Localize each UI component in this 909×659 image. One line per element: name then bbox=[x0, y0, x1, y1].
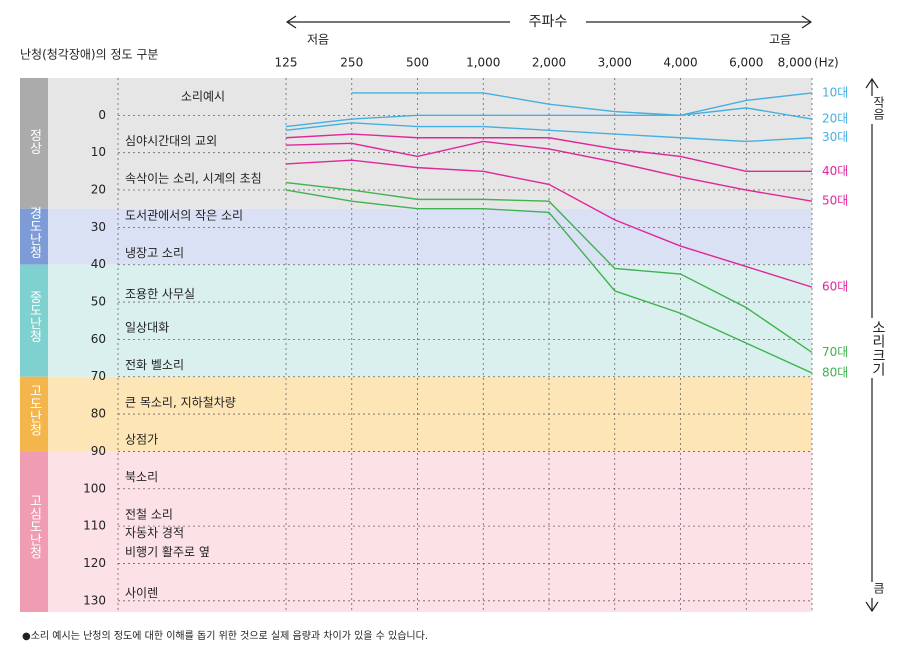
x-unit: (Hz) bbox=[814, 56, 839, 70]
y-bottom-label: 큼 bbox=[872, 582, 886, 594]
example-label: 도서관에서의 작은 소리 bbox=[125, 209, 243, 223]
series-line bbox=[285, 122, 813, 143]
example-label: 조용한 사무실 bbox=[125, 287, 195, 301]
x-low-label: 저음 bbox=[307, 33, 329, 47]
arrow-head bbox=[801, 15, 813, 29]
x-tick-label: 2,000 bbox=[532, 56, 566, 70]
legend-label: 60대 bbox=[822, 280, 848, 294]
y-side-label: 소리크기 bbox=[870, 320, 886, 376]
band bbox=[20, 451, 812, 612]
x-tick-label: 4,000 bbox=[663, 56, 697, 70]
arrow-head bbox=[865, 77, 879, 89]
x-tick-label: 125 bbox=[275, 56, 298, 70]
label-bg bbox=[862, 96, 884, 124]
y-tick-label: 40 bbox=[91, 257, 106, 271]
y-tick-label: 60 bbox=[91, 332, 106, 346]
y-tick-label: 110 bbox=[83, 519, 106, 533]
x-tick-label: 6,000 bbox=[729, 56, 763, 70]
y-tick-label: 50 bbox=[91, 295, 106, 309]
example-label: 전화 벨소리 bbox=[125, 358, 184, 372]
y-tick-label: 120 bbox=[83, 556, 106, 570]
example-label: 전철 소리 bbox=[125, 507, 173, 521]
band bbox=[20, 208, 812, 265]
y-tick-label: 10 bbox=[91, 145, 106, 159]
legend-label: 40대 bbox=[822, 164, 848, 178]
x-axis-label: 주파수 bbox=[529, 14, 568, 30]
chart-title: 난청(청각장애)의 정도 구분 bbox=[20, 48, 158, 62]
x-tick-label: 250 bbox=[340, 56, 363, 70]
example-label: 큰 목소리, 지하철차량 bbox=[125, 395, 236, 409]
legend-label: 20대 bbox=[822, 112, 848, 126]
band bbox=[20, 264, 812, 377]
y-top-label: 작음 bbox=[872, 96, 886, 120]
band bbox=[20, 78, 812, 209]
band-label-box bbox=[20, 208, 48, 265]
series-line bbox=[285, 133, 812, 173]
x-tick-label: 3,000 bbox=[598, 56, 632, 70]
footnote: ●소리 예시는 난청의 정도에 대한 이해를 돕기 위한 것으로 실제 음량과 … bbox=[22, 629, 428, 642]
example-label: 심야시간대의 교외 bbox=[125, 134, 217, 148]
band-label: 경도난청 bbox=[27, 207, 42, 259]
example-label: 상점가 bbox=[125, 433, 158, 447]
x-tick-label: 1,000 bbox=[466, 56, 500, 70]
example-label: 사이렌 bbox=[125, 586, 158, 600]
y-tick-label: 100 bbox=[83, 481, 106, 495]
example-label: 냉장고 소리 bbox=[125, 246, 184, 260]
band-label-box bbox=[20, 451, 48, 612]
y-tick-label: 80 bbox=[91, 407, 106, 421]
example-header: 소리예시 bbox=[181, 90, 225, 104]
y-tick-label: 0 bbox=[98, 108, 106, 122]
example-label: 비행기 활주로 옆 bbox=[125, 544, 210, 559]
arrow-head bbox=[285, 15, 297, 29]
band-label-box bbox=[20, 78, 48, 209]
x-high-label: 고음 bbox=[769, 33, 791, 47]
series-line bbox=[351, 92, 813, 117]
example-label: 일상대화 bbox=[125, 321, 169, 335]
label-bg bbox=[862, 582, 884, 598]
x-tick-label: 500 bbox=[406, 56, 429, 70]
y-tick-label: 30 bbox=[91, 220, 106, 234]
band-label: 고도난청 bbox=[27, 384, 42, 436]
band-label: 고심도난청 bbox=[27, 494, 42, 559]
example-label: 북소리 bbox=[125, 470, 158, 484]
x-tick-label: 8,000 bbox=[778, 56, 812, 70]
band-label-box bbox=[20, 264, 48, 377]
example-label: 자동차 경적 bbox=[125, 526, 184, 540]
legend-label: 80대 bbox=[822, 366, 848, 380]
y-tick-label: 20 bbox=[91, 183, 106, 197]
series-line bbox=[285, 181, 813, 354]
y-tick-label: 130 bbox=[83, 593, 106, 607]
series-line bbox=[285, 159, 813, 288]
band-label: 중도난청 bbox=[27, 291, 42, 343]
y-tick-label: 90 bbox=[91, 444, 106, 458]
series-line bbox=[285, 189, 813, 374]
legend-label: 10대 bbox=[822, 85, 848, 99]
series-line bbox=[285, 107, 813, 128]
band-label: 정상 bbox=[27, 128, 42, 154]
legend-label: 30대 bbox=[822, 130, 848, 144]
y-tick-label: 70 bbox=[91, 369, 106, 383]
arrow-head bbox=[865, 601, 879, 613]
label-bg bbox=[862, 318, 884, 378]
band-label-box bbox=[20, 376, 48, 452]
legend-label: 70대 bbox=[822, 345, 848, 359]
series-line bbox=[285, 140, 813, 202]
example-label: 속삭이는 소리, 시계의 초침 bbox=[125, 171, 262, 185]
legend-label: 50대 bbox=[822, 194, 848, 208]
